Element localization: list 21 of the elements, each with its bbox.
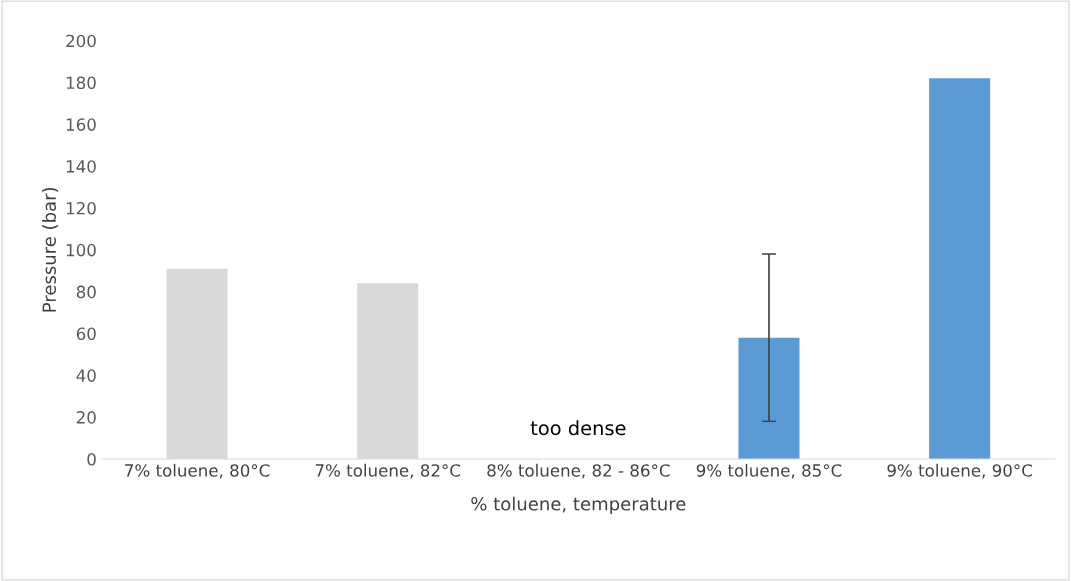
bar	[738, 337, 800, 459]
bar	[929, 78, 991, 459]
x-tick-label: 9% toluene, 90°C	[887, 463, 1032, 479]
y-tick-label: 140	[66, 160, 96, 173]
y-tick-label: 60	[76, 327, 96, 341]
x-tick-label: 7% toluene, 80°C	[125, 463, 270, 479]
y-tick-label: 120	[66, 201, 96, 215]
x-tick-label: 9% toluene, 85°C	[696, 463, 842, 479]
x-tick-label: 8% toluene, 82 - 86°C	[487, 463, 670, 479]
y-tick-label: 20	[76, 411, 96, 424]
y-tick-label: 80	[76, 285, 96, 299]
annotation: too dense	[530, 420, 626, 436]
y-tick-label: 0	[87, 452, 96, 466]
y-tick-label: 100	[66, 243, 96, 257]
y-tick-label: 40	[76, 369, 96, 382]
y-axis-title: Pressure (bar)	[42, 187, 59, 312]
y-tick-label: 180	[66, 76, 96, 90]
x-axis-title: % toluene, temperature	[471, 496, 686, 515]
y-tick-label: 160	[66, 118, 96, 131]
y-tick-label: 200	[66, 34, 96, 48]
x-tick-label: 7% toluene, 82°C	[315, 463, 461, 479]
